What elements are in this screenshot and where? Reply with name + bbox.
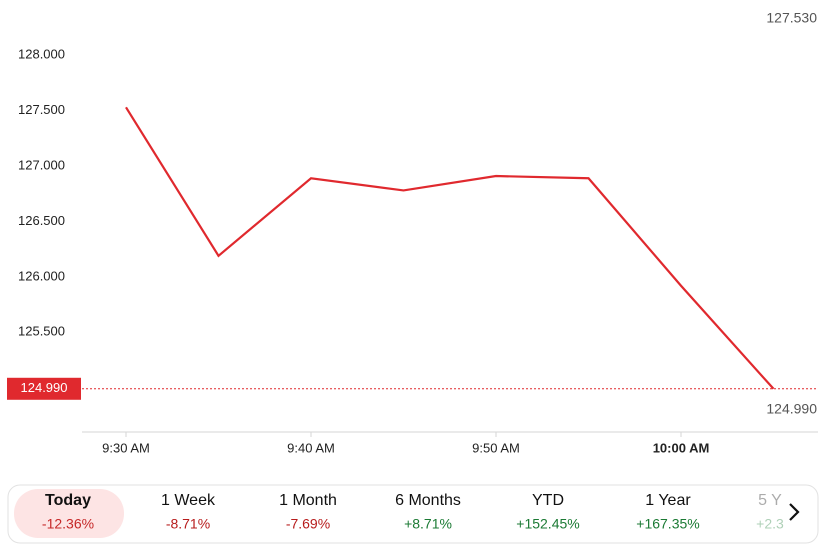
tab-label[interactable]: 1 Year: [645, 492, 691, 509]
last-price-label: 124.990: [21, 380, 68, 395]
tab-label[interactable]: 5 Y: [758, 492, 782, 509]
y-tick-label: 127.500: [18, 102, 65, 117]
tab-change: +2.3: [756, 516, 784, 532]
tab-change: +167.35%: [636, 516, 699, 532]
y-tick-label: 127.000: [18, 157, 65, 172]
active-tab[interactable]: [14, 489, 124, 538]
low-label: 124.990: [766, 400, 817, 416]
tab-change: +152.45%: [516, 516, 579, 532]
next-arrow[interactable]: [789, 503, 800, 521]
tab-label[interactable]: Today: [45, 492, 91, 509]
x-tick-label: 9:30 AM: [102, 440, 150, 455]
y-tick-label: 125.500: [18, 324, 65, 339]
y-tick-label: 128.000: [18, 47, 65, 62]
tab-change: +8.71%: [404, 516, 452, 532]
tab-change: -8.71%: [166, 516, 210, 532]
price-line: [125, 106, 775, 390]
x-tick-label: 9:50 AM: [472, 440, 520, 455]
y-tick-label: 126.000: [18, 268, 65, 283]
last-price-badge: [7, 377, 81, 400]
high-label: 127.530: [766, 10, 817, 26]
x-tick-label: 10:00 AM: [653, 440, 710, 455]
x-tick-label: 9:40 AM: [287, 440, 335, 455]
tab-label[interactable]: 6 Months: [395, 492, 461, 509]
tab-bar: [7, 484, 819, 544]
tab-label[interactable]: 1 Month: [279, 492, 337, 509]
tab-change: -7.69%: [286, 516, 330, 532]
tab-label[interactable]: 1 Week: [161, 492, 216, 509]
tab-change: -12.36%: [42, 516, 94, 532]
y-tick-label: 126.500: [18, 213, 65, 228]
tab-label[interactable]: YTD: [532, 492, 564, 509]
